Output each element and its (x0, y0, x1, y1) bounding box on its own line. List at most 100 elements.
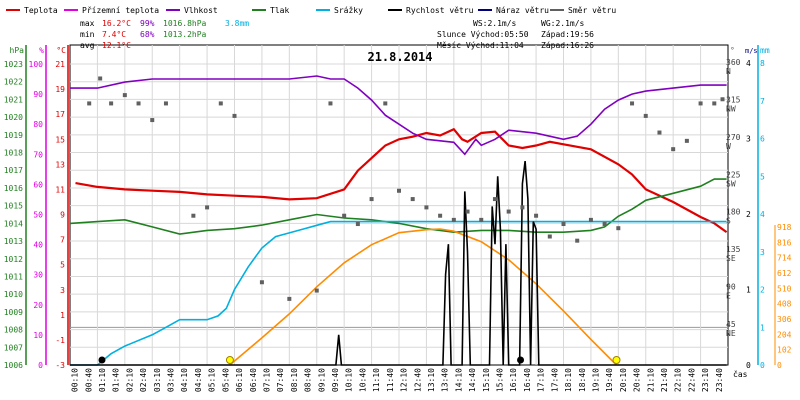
stat-label: avg (80, 41, 95, 50)
direction-point (383, 101, 388, 106)
direction-point (87, 101, 92, 106)
time-tick-label: 02:10 (125, 368, 134, 392)
ms-tick-label: 1 (746, 286, 751, 295)
direction-point (588, 217, 593, 222)
time-tick-label: 01:10 (98, 368, 107, 392)
dir-tick-name: N (726, 67, 731, 76)
direction-point (602, 222, 607, 227)
ms-axis-unit: m/s (745, 47, 758, 55)
direction-point (438, 213, 443, 218)
pct-tick-label: 80 (33, 120, 43, 129)
direction-point (492, 197, 497, 202)
direction-point (287, 296, 292, 301)
hpa-tick-label: 1007 (4, 343, 23, 352)
temp-tick-label: 1 (60, 311, 65, 320)
temp-tick-label: 17 (55, 110, 65, 119)
info-sunset: Západ:19:56 (541, 30, 594, 39)
info-sunrise: Slunce Východ:05:50 (437, 30, 529, 39)
stat-label: min (80, 30, 95, 39)
legend-label: Vlhkost (184, 6, 218, 15)
hpa-tick-label: 1023 (4, 60, 23, 69)
time-tick-label: 11:10 (372, 368, 381, 392)
mm-tick-label: 1 (760, 323, 765, 332)
hpa-tick-label: 1008 (4, 326, 23, 335)
direction-point (534, 213, 539, 218)
direction-point (328, 101, 333, 106)
direction-point (451, 217, 456, 222)
time-tick-label: 08:40 (304, 368, 313, 392)
stat-temp: 16.2°C (102, 19, 131, 28)
direction-point (355, 222, 360, 227)
sun-marker (612, 356, 621, 364)
direction-point (136, 101, 141, 106)
temp-tick-label: 7 (60, 236, 65, 245)
axes: hPa1023102210211020101910181017101610151… (4, 45, 792, 392)
direction-point (232, 113, 237, 118)
stat-label: max (80, 19, 95, 28)
legend-label: Náraz větru (496, 6, 549, 15)
direction-point (712, 101, 717, 106)
direction-point (643, 113, 648, 118)
pct-tick-label: 50 (33, 211, 43, 220)
wm2-tick-label: 714 (777, 254, 792, 263)
series-line (70, 220, 727, 366)
hpa-tick-label: 1015 (4, 202, 23, 211)
legend-label: Přízemní teplota (82, 6, 159, 15)
time-tick-label: 12:40 (413, 368, 422, 392)
dir-tick-label: 135 (726, 245, 741, 254)
pct-tick-label: 10 (33, 331, 43, 340)
hpa-tick-label: 1013 (4, 237, 23, 246)
direction-point (410, 197, 415, 202)
legend-label: Rychlost větru (406, 6, 474, 15)
direction-point (314, 288, 319, 293)
time-tick-label: 02:40 (139, 368, 148, 392)
temp-tick-label: 15 (55, 135, 65, 144)
legend-label: Tlak (270, 6, 289, 15)
direction-point (561, 222, 566, 227)
temp-tick-label: 21 (55, 60, 65, 69)
info-moonset: Západ:16:26 (541, 41, 594, 50)
hpa-tick-label: 1017 (4, 166, 23, 175)
time-tick-label: 21:10 (646, 368, 655, 392)
pct-tick-label: 40 (33, 241, 43, 250)
direction-point (520, 205, 525, 210)
wm2-tick-label: 510 (777, 284, 792, 293)
temp-tick-label: 5 (60, 261, 65, 270)
time-tick-label: 18:40 (578, 368, 587, 392)
legend: Teplota Přízemní teplota Vlhkost Tlak Srážky… (6, 6, 616, 15)
time-tick-label: 04:40 (194, 368, 203, 392)
wm2-tick-label: 0 (777, 361, 782, 370)
time-tick-label: 18:10 (564, 368, 573, 392)
hpa-tick-label: 1022 (4, 78, 23, 87)
time-tick-label: 12:10 (400, 368, 409, 392)
direction-point (657, 130, 662, 135)
hpa-tick-label: 1018 (4, 149, 23, 158)
time-tick-label: 04:10 (180, 368, 189, 392)
time-axis-label: čas (733, 369, 748, 379)
info-wg: WG:2.1m/s (541, 19, 585, 28)
time-tick-label: 13:40 (441, 368, 450, 392)
time-tick-label: 23:40 (715, 368, 724, 392)
time-tick-label: 01:40 (112, 368, 121, 392)
time-tick-label: 03:40 (167, 368, 176, 392)
series-line (69, 178, 727, 235)
mm-tick-label: 3 (760, 248, 765, 257)
direction-point (98, 76, 103, 81)
time-tick-label: 07:10 (262, 368, 271, 392)
hpa-tick-label: 1006 (4, 361, 23, 370)
dir-tick-label: 90 (726, 283, 736, 292)
stat-temp: 12.1°C (102, 41, 131, 50)
pct-tick-label: 90 (33, 90, 43, 99)
mm-tick-label: 4 (760, 210, 765, 219)
wm2-tick-label: 408 (777, 300, 792, 309)
direction-point (397, 188, 401, 193)
temp-tick-label: -1 (55, 336, 65, 345)
direction-point (163, 101, 168, 106)
direction-point (616, 226, 621, 231)
wm2-tick-label: 306 (777, 315, 792, 324)
time-tick-label: 00:40 (84, 368, 93, 392)
series-line (70, 75, 727, 156)
hpa-tick-label: 1012 (4, 255, 23, 264)
time-tick-label: 07:40 (276, 368, 285, 392)
series-line (70, 161, 727, 366)
